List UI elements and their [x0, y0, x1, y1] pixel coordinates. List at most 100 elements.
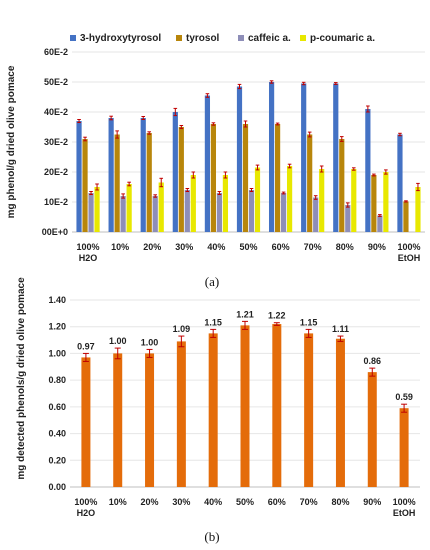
- bar-a: [383, 172, 389, 232]
- legend-swatch: [300, 35, 306, 41]
- y-tick-label-b: 0.60: [48, 402, 66, 412]
- y-tick-label-a: 50E-2: [44, 77, 68, 87]
- bar-a: [345, 205, 351, 232]
- x-tick-label-b: 10%: [109, 497, 127, 507]
- legend-label: p-coumaric a.: [310, 33, 375, 44]
- data-label-b: 1.15: [300, 317, 318, 327]
- x-tick-label-b: 30%: [172, 497, 190, 507]
- bar-a: [365, 109, 371, 232]
- x-tick-label-b: 60%: [268, 497, 286, 507]
- data-label-b: 0.59: [395, 392, 413, 402]
- bar-a: [274, 124, 281, 232]
- bar-a: [88, 193, 94, 232]
- x-tick-label-a: 40%: [207, 242, 225, 252]
- bar-a: [236, 86, 243, 232]
- bar-a: [397, 134, 403, 232]
- x-tick-label-b: 100%: [74, 497, 97, 507]
- y-tick-label-b: 1.40: [48, 295, 66, 305]
- legend-swatch: [238, 35, 244, 41]
- bar-a: [268, 82, 275, 232]
- bar-a: [313, 197, 319, 232]
- bar-a: [216, 193, 223, 232]
- x-tick-label-a: 100%: [77, 242, 100, 252]
- bar-a: [210, 124, 217, 232]
- bar-b: [367, 372, 377, 487]
- bar-a: [184, 190, 190, 232]
- y-tick-label-b: 0.40: [48, 429, 66, 439]
- y-tick-label-a: 40E-2: [44, 107, 68, 117]
- bar-a: [415, 187, 421, 232]
- x-tick-label-a: EtOH: [398, 253, 421, 263]
- bar-a: [152, 196, 158, 232]
- data-label-b: 1.00: [141, 337, 159, 347]
- y-axis-label-a: mg phenol/g dried olive pomace: [6, 65, 17, 218]
- bar-a: [254, 167, 261, 232]
- legend-label: tyrosol: [186, 33, 220, 44]
- x-tick-label-a: 60%: [272, 242, 290, 252]
- x-tick-label-a: 80%: [336, 242, 354, 252]
- bar-a: [280, 193, 287, 232]
- bar-a: [190, 175, 196, 232]
- bar-a: [140, 118, 146, 232]
- x-tick-label-a: 90%: [368, 242, 386, 252]
- x-tick-label-a: 70%: [304, 242, 322, 252]
- x-tick-label-a: 20%: [143, 242, 161, 252]
- bar-a: [377, 215, 383, 232]
- legend-label: 3-hydroxytyrosol: [80, 33, 161, 44]
- data-label-b: 0.97: [77, 341, 95, 351]
- bar-a: [204, 95, 211, 232]
- bar-a: [178, 127, 184, 232]
- x-tick-label-b: 90%: [363, 497, 381, 507]
- bar-a: [146, 133, 152, 232]
- bar-b: [304, 333, 314, 487]
- data-label-b: 1.09: [173, 324, 191, 334]
- bar-a: [339, 139, 345, 232]
- bar-b: [113, 353, 123, 487]
- y-tick-label-a: 30E-2: [44, 137, 68, 147]
- x-tick-label-b: 50%: [236, 497, 254, 507]
- legend-swatch: [176, 35, 182, 41]
- data-label-b: 1.21: [236, 309, 254, 319]
- panel-label-b: (b): [204, 529, 219, 544]
- y-tick-label-a: 00E+0: [42, 227, 68, 237]
- x-tick-label-b: 100%: [393, 497, 416, 507]
- bar-a: [120, 196, 126, 232]
- bar-a: [82, 139, 88, 232]
- bar-b: [399, 408, 409, 487]
- y-tick-label-a: 60E-2: [44, 47, 68, 57]
- y-tick-label-b: 0.20: [48, 455, 66, 465]
- bar-b: [145, 353, 155, 487]
- x-tick-label-a: 30%: [175, 242, 193, 252]
- bar-b: [335, 338, 345, 487]
- bar-a: [351, 169, 357, 232]
- bar-a: [94, 187, 100, 232]
- data-label-b: 0.86: [364, 356, 382, 366]
- bar-a: [114, 134, 120, 232]
- x-tick-label-a: 100%: [397, 242, 420, 252]
- bar-a: [333, 83, 339, 232]
- x-tick-label-a: 10%: [111, 242, 129, 252]
- y-tick-label-b: 1.00: [48, 348, 66, 358]
- x-tick-label-b: 80%: [331, 497, 349, 507]
- bar-a: [158, 182, 164, 232]
- x-tick-label-b: H2O: [77, 508, 96, 518]
- bar-b: [81, 357, 91, 487]
- bar-a: [108, 118, 114, 232]
- legend-label: caffeic a.: [248, 33, 291, 44]
- bar-a: [76, 121, 82, 232]
- bar-a: [371, 175, 377, 232]
- data-label-b: 1.22: [268, 311, 286, 321]
- y-tick-label-b: 0.80: [48, 375, 66, 385]
- y-tick-label-a: 20E-2: [44, 167, 68, 177]
- x-tick-label-b: 20%: [141, 497, 159, 507]
- bar-a: [307, 134, 313, 232]
- y-tick-label-a: 10E-2: [44, 197, 68, 207]
- bar-a: [301, 83, 307, 232]
- data-label-b: 1.00: [109, 336, 127, 346]
- bar-b: [208, 333, 218, 487]
- bar-a: [319, 169, 325, 232]
- bar-a: [222, 175, 229, 232]
- bar-a: [248, 190, 255, 232]
- bar-a: [403, 201, 409, 232]
